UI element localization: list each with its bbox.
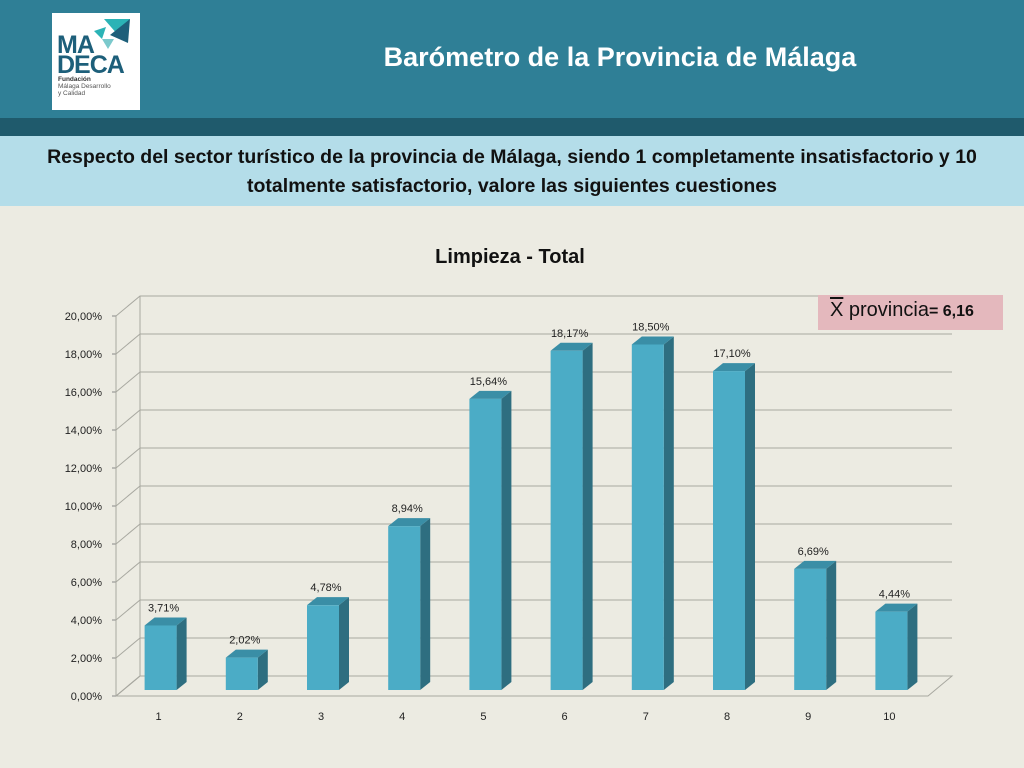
y-tick-label: 20,00% — [65, 311, 103, 323]
y-tick-label: 0,00% — [71, 691, 102, 703]
logo-triangles — [94, 19, 130, 49]
logo-line2: DECA — [57, 51, 125, 79]
x-tick-label: 3 — [318, 711, 324, 723]
bar — [875, 611, 908, 690]
data-label: 4,44% — [879, 589, 910, 601]
gridline — [115, 599, 952, 621]
bar-side — [663, 336, 674, 690]
data-label: 6,69% — [798, 546, 829, 558]
data-label: 3,71% — [148, 603, 179, 615]
y-tick-label: 2,00% — [71, 653, 102, 665]
logo-sub3: y Calidad — [58, 90, 86, 97]
bar-top — [631, 336, 674, 345]
logo-sub2: Málaga Desarrollo — [58, 83, 111, 90]
header-band — [0, 118, 1024, 136]
bar-side — [501, 390, 512, 690]
bar — [307, 605, 339, 690]
bar — [794, 568, 827, 690]
bar-top — [713, 363, 755, 372]
bar-side — [420, 518, 431, 690]
y-tick-label: 6,00% — [71, 577, 102, 589]
bar — [713, 371, 745, 690]
gridline — [115, 371, 952, 393]
gridline — [115, 561, 952, 583]
gridline — [115, 523, 952, 545]
x-tick-label: 7 — [643, 711, 649, 723]
logo-sub1: Fundación — [58, 76, 91, 83]
y-tick-label: 8,00% — [71, 539, 102, 551]
y-tick-label: 4,00% — [71, 615, 102, 627]
gridline — [115, 675, 952, 697]
bar-top — [550, 342, 593, 351]
data-label: 2,02% — [229, 635, 260, 647]
gridline — [115, 485, 952, 507]
bar-top — [388, 518, 431, 527]
x-tick-label: 5 — [480, 711, 486, 723]
bar-top — [225, 649, 268, 658]
bar — [144, 625, 177, 690]
bar-side — [907, 603, 918, 690]
bar-side — [339, 597, 349, 690]
bar — [225, 657, 258, 690]
mean-value: = 6,16 — [928, 303, 974, 320]
bar-top — [307, 597, 349, 606]
bar-side — [745, 363, 755, 690]
mean-symbol: X — [830, 299, 844, 321]
gridline — [115, 409, 952, 431]
madeca-logo: MA DECA Fundación Málaga Desarrollo y Ca… — [52, 13, 140, 110]
x-tick-label: 9 — [805, 711, 811, 723]
y-tick-label: 14,00% — [65, 425, 103, 437]
logo-line1: MA — [57, 31, 95, 59]
data-label: 18,50% — [632, 322, 670, 334]
bar — [631, 344, 664, 690]
gridline — [115, 333, 952, 355]
chart-title: Limpieza - Total — [435, 246, 585, 268]
gridline — [115, 637, 952, 659]
data-label: 15,64% — [470, 376, 508, 388]
mean-label: provincia — [843, 299, 929, 321]
logo-subtitle: Fundación Málaga Desarrollo y Calidad — [58, 76, 111, 97]
data-label: 4,78% — [310, 582, 341, 594]
mean-badge: X provincia= 6,16 — [818, 295, 1003, 330]
y-tick-label: 10,00% — [65, 501, 103, 513]
x-tick-label: 8 — [724, 711, 730, 723]
gridline — [115, 447, 952, 469]
bar-side — [582, 342, 593, 690]
x-tick-label: 6 — [562, 711, 568, 723]
bar — [550, 350, 583, 690]
bar-side — [826, 560, 837, 690]
bar-top — [469, 390, 512, 399]
bar-top — [794, 560, 837, 569]
bar-top — [144, 617, 187, 626]
bar — [469, 398, 502, 690]
data-label: 17,10% — [713, 348, 751, 360]
x-tick-label: 1 — [156, 711, 162, 723]
data-label: 8,94% — [392, 503, 423, 515]
bar-side — [257, 649, 268, 690]
page-title: Barómetro de la Provincia de Málaga — [383, 42, 857, 72]
bar — [388, 526, 421, 690]
gridline — [115, 295, 952, 317]
x-tick-label: 10 — [883, 711, 895, 723]
data-label: 18,17% — [551, 328, 589, 340]
x-tick-label: 2 — [237, 711, 243, 723]
y-tick-label: 12,00% — [65, 463, 103, 475]
question-text: Respecto del sector turístico de la prov… — [47, 146, 977, 197]
bar-side — [176, 617, 187, 690]
question-band — [0, 136, 1024, 206]
header-bar — [0, 0, 1024, 118]
y-tick-label: 18,00% — [65, 349, 103, 361]
y-tick-label: 16,00% — [65, 387, 103, 399]
logo-wordmark: MA DECA — [57, 31, 125, 79]
bar-top — [875, 603, 918, 612]
x-tick-label: 4 — [399, 711, 405, 723]
